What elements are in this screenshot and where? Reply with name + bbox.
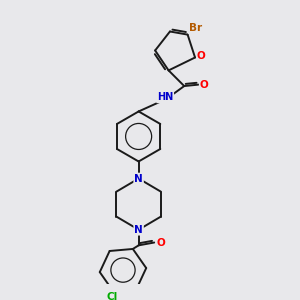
Text: O: O	[200, 80, 208, 90]
Text: O: O	[156, 238, 165, 248]
Text: O: O	[197, 51, 206, 61]
Text: Cl: Cl	[106, 292, 117, 300]
Text: Br: Br	[189, 23, 202, 33]
Text: N: N	[134, 225, 143, 235]
Text: HN: HN	[157, 92, 173, 102]
Text: N: N	[134, 173, 143, 184]
